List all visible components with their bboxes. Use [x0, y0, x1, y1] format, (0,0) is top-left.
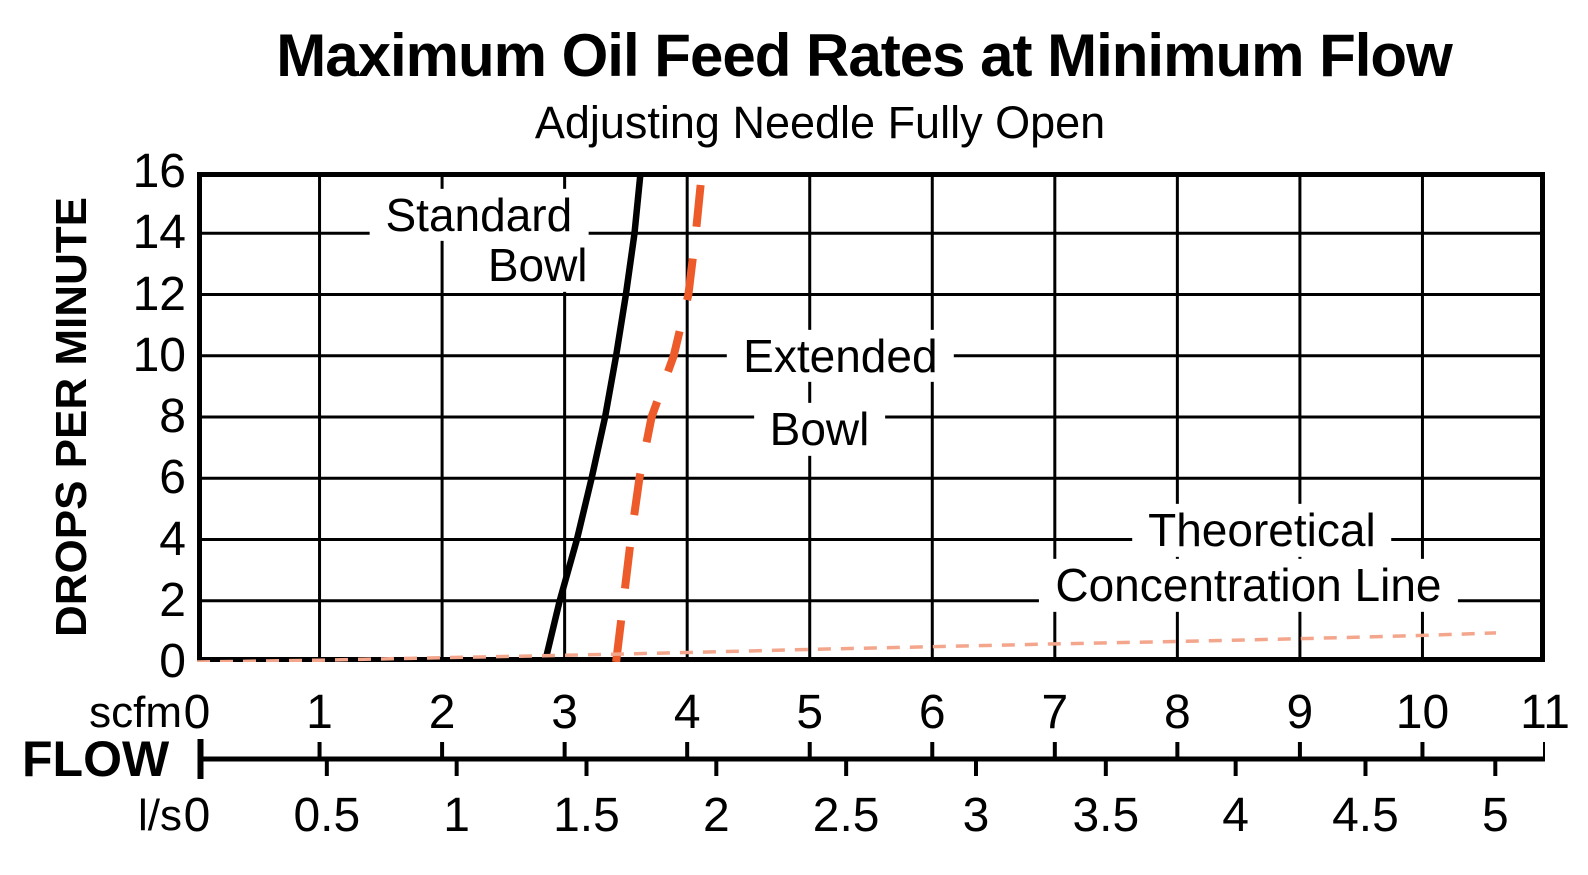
label-extended-bowl-line1: Extended [727, 329, 954, 382]
scfm-tick-label: 6 [918, 686, 946, 739]
scfm-tick-label: 11 [1520, 686, 1570, 739]
label-standard-bowl-line2: Bowl [471, 239, 604, 292]
y-tick-label: 16 [132, 145, 186, 198]
series-theoretical-concentration-line [196, 631, 1497, 664]
scfm-tick-label: 9 [1286, 686, 1314, 739]
ls-tick-label: 0.5 [293, 789, 361, 842]
label-theoretical-line2: Concentration Line [1039, 559, 1458, 612]
y-tick-label: 6 [159, 451, 186, 505]
ls-tick-label: 3.5 [1072, 789, 1140, 842]
ls-unit-label: l/s [138, 791, 182, 840]
y-tick-label: 0 [159, 635, 186, 688]
flow-axis [197, 736, 1547, 784]
ls-tick-label: 4 [1222, 789, 1249, 842]
scfm-tick-label: 2 [428, 686, 456, 739]
chart-title: Maximum Oil Feed Rates at Minimum Flow [276, 22, 1453, 89]
ls-tick-label: 2 [702, 789, 730, 842]
scfm-tick-label: 7 [1041, 686, 1069, 739]
ls-tick-label: 2.5 [812, 789, 880, 842]
scfm-tick-label: 3 [551, 686, 578, 739]
scfm-tick-label: 0 [183, 686, 211, 739]
flow-axis-title: FLOW [22, 731, 170, 787]
y-tick-label: 4 [159, 512, 186, 566]
label-theoretical-line1: Theoretical [1132, 504, 1392, 557]
plot-border [197, 172, 1545, 662]
y-tick-label: 8 [159, 390, 186, 443]
y-tick-label: 2 [159, 573, 186, 627]
y-tick-label: 10 [132, 328, 186, 382]
scfm-tick-label: 8 [1164, 686, 1191, 739]
scfm-tick-label: 4 [673, 686, 701, 739]
ls-tick-label: 1 [443, 789, 470, 842]
series-extended-bowl [612, 171, 706, 663]
chart-subtitle: Adjusting Needle Fully Open [534, 97, 1106, 148]
scfm-unit-label: scfm [89, 688, 182, 737]
scfm-tick-label: 5 [796, 686, 824, 739]
y-tick-label: 14 [132, 206, 186, 260]
label-standard-bowl-line1: Standard [369, 188, 589, 242]
ls-tick-label: 0 [183, 789, 211, 842]
ls-tick-label: 4.5 [1332, 789, 1399, 842]
y-tick-label: 12 [132, 267, 186, 321]
scfm-tick-label: 10 [1395, 686, 1450, 739]
ls-tick-label: 3 [962, 789, 990, 842]
series-standard-bowl [541, 171, 644, 663]
flow-axis-svg [197, 739, 1547, 779]
label-extended-bowl-line2: Bowl [753, 403, 886, 456]
scfm-tick-label: 1 [306, 686, 333, 739]
ls-tick-label: 1.5 [553, 789, 620, 842]
ls-tick-label: 5 [1481, 789, 1509, 842]
